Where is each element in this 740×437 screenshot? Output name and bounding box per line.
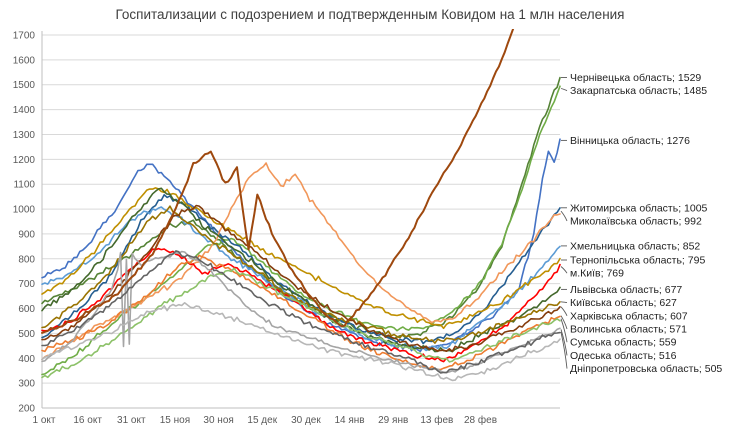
series-end-label-vinnytska: Вінницька область; 1276 bbox=[570, 135, 690, 147]
label-leader-line-dnipropetrovska bbox=[560, 332, 568, 369]
label-leader-line-sumska bbox=[560, 318, 568, 343]
x-axis-tick-label: 13 фев bbox=[420, 414, 453, 426]
series-end-label-chernivetska: Чернівецька область; 1529 bbox=[570, 72, 701, 84]
x-axis-tick-label: 30 дек bbox=[291, 415, 321, 426]
label-leader-line-kyivska bbox=[560, 301, 568, 304]
series-line-vinnytska bbox=[41, 138, 561, 353]
series-end-label-kharkivska: Харківська область; 607 bbox=[570, 310, 688, 322]
label-leader-line-kharkivska bbox=[560, 306, 568, 316]
y-axis-tick-label: 400 bbox=[18, 354, 35, 365]
y-axis-tick-label: 1600 bbox=[13, 55, 36, 66]
series-end-label-volynska: Волинська область; 571 bbox=[570, 323, 687, 335]
series-end-label-khmelnytska: Хмельницька область; 852 bbox=[570, 240, 700, 252]
y-axis-tick-label: 300 bbox=[18, 379, 35, 390]
series-line-kharkivska bbox=[41, 204, 561, 353]
x-axis-tick-label: 30 ноя bbox=[203, 415, 233, 426]
label-leader-line-volynska bbox=[560, 315, 568, 330]
x-axis-tick-label: 16 окт bbox=[73, 415, 102, 426]
y-axis-tick-label: 1500 bbox=[13, 80, 36, 91]
series-line-unlabeled-light-gray-line bbox=[41, 302, 561, 382]
y-axis-tick-label: 200 bbox=[18, 404, 35, 415]
series-line-dnipropetrovska bbox=[41, 250, 561, 374]
y-axis-tick-label: 900 bbox=[18, 229, 35, 240]
label-leader-line-mykolaivska bbox=[560, 210, 568, 222]
x-axis-tick-label: 15 дек bbox=[247, 415, 277, 426]
label-leader-line-odeska bbox=[560, 329, 568, 356]
series-end-label-sumska: Сумська область; 559 bbox=[570, 337, 677, 349]
x-axis-tick-label: 1 окт bbox=[33, 415, 56, 426]
series-line-zakarpatska bbox=[41, 85, 561, 376]
series-end-label-odeska: Одеська область; 516 bbox=[570, 350, 677, 362]
series-line-odeska bbox=[41, 250, 561, 374]
x-axis-tick-label: 15 ноя bbox=[160, 415, 190, 426]
x-axis-tick-label: 31 окт bbox=[117, 415, 146, 426]
y-axis-tick-label: 500 bbox=[18, 329, 35, 340]
series-end-label-ternopilska: Тернопільська область; 795 bbox=[570, 255, 705, 267]
series-line-unlabeled-rust-line bbox=[41, 29, 515, 334]
y-axis-tick-label: 800 bbox=[18, 254, 35, 265]
x-axis-tick-label: 28 фев bbox=[464, 414, 497, 426]
series-end-label-kyiv-city: м.Київ; 769 bbox=[570, 268, 624, 280]
series-end-label-zakarpatska: Закарпатська область; 1485 bbox=[570, 85, 707, 97]
chart-title: Госпитализации с подозрением и подтвержд… bbox=[115, 7, 625, 22]
series-line-volynska bbox=[41, 254, 561, 371]
series-line-kyivska bbox=[41, 205, 561, 344]
y-axis-tick-label: 1200 bbox=[13, 155, 36, 166]
label-leader-line-kyiv-city bbox=[560, 266, 568, 274]
y-axis-tick-label: 1400 bbox=[13, 105, 36, 116]
series-line-lvivska bbox=[41, 187, 561, 353]
series-end-label-mykolaivska: Миколаївська область; 992 bbox=[570, 216, 702, 228]
series-end-label-kyivska: Київська область; 627 bbox=[570, 297, 677, 309]
series-end-label-lvivska: Львівська область; 677 bbox=[570, 284, 682, 296]
series-line-kyiv-city bbox=[41, 247, 561, 363]
series-end-label-zhytomyrska: Житомирська область; 1005 bbox=[570, 202, 708, 214]
y-axis-tick-label: 1100 bbox=[13, 180, 35, 191]
series-line-ternopilska bbox=[41, 187, 561, 330]
y-axis-tick-label: 700 bbox=[18, 279, 35, 290]
x-axis-tick-label: 29 янв bbox=[378, 415, 408, 426]
x-axis-tick-label: 14 янв bbox=[334, 415, 364, 426]
y-axis-tick-label: 1300 bbox=[13, 130, 36, 141]
y-axis-tick-label: 1700 bbox=[13, 31, 36, 42]
y-axis-tick-label: 1000 bbox=[13, 205, 36, 216]
series-end-label-dnipropetrovska: Дніпропетровська область; 505 bbox=[570, 363, 722, 375]
y-axis-tick-label: 600 bbox=[18, 304, 35, 315]
label-leader-line-zakarpatska bbox=[560, 88, 568, 92]
